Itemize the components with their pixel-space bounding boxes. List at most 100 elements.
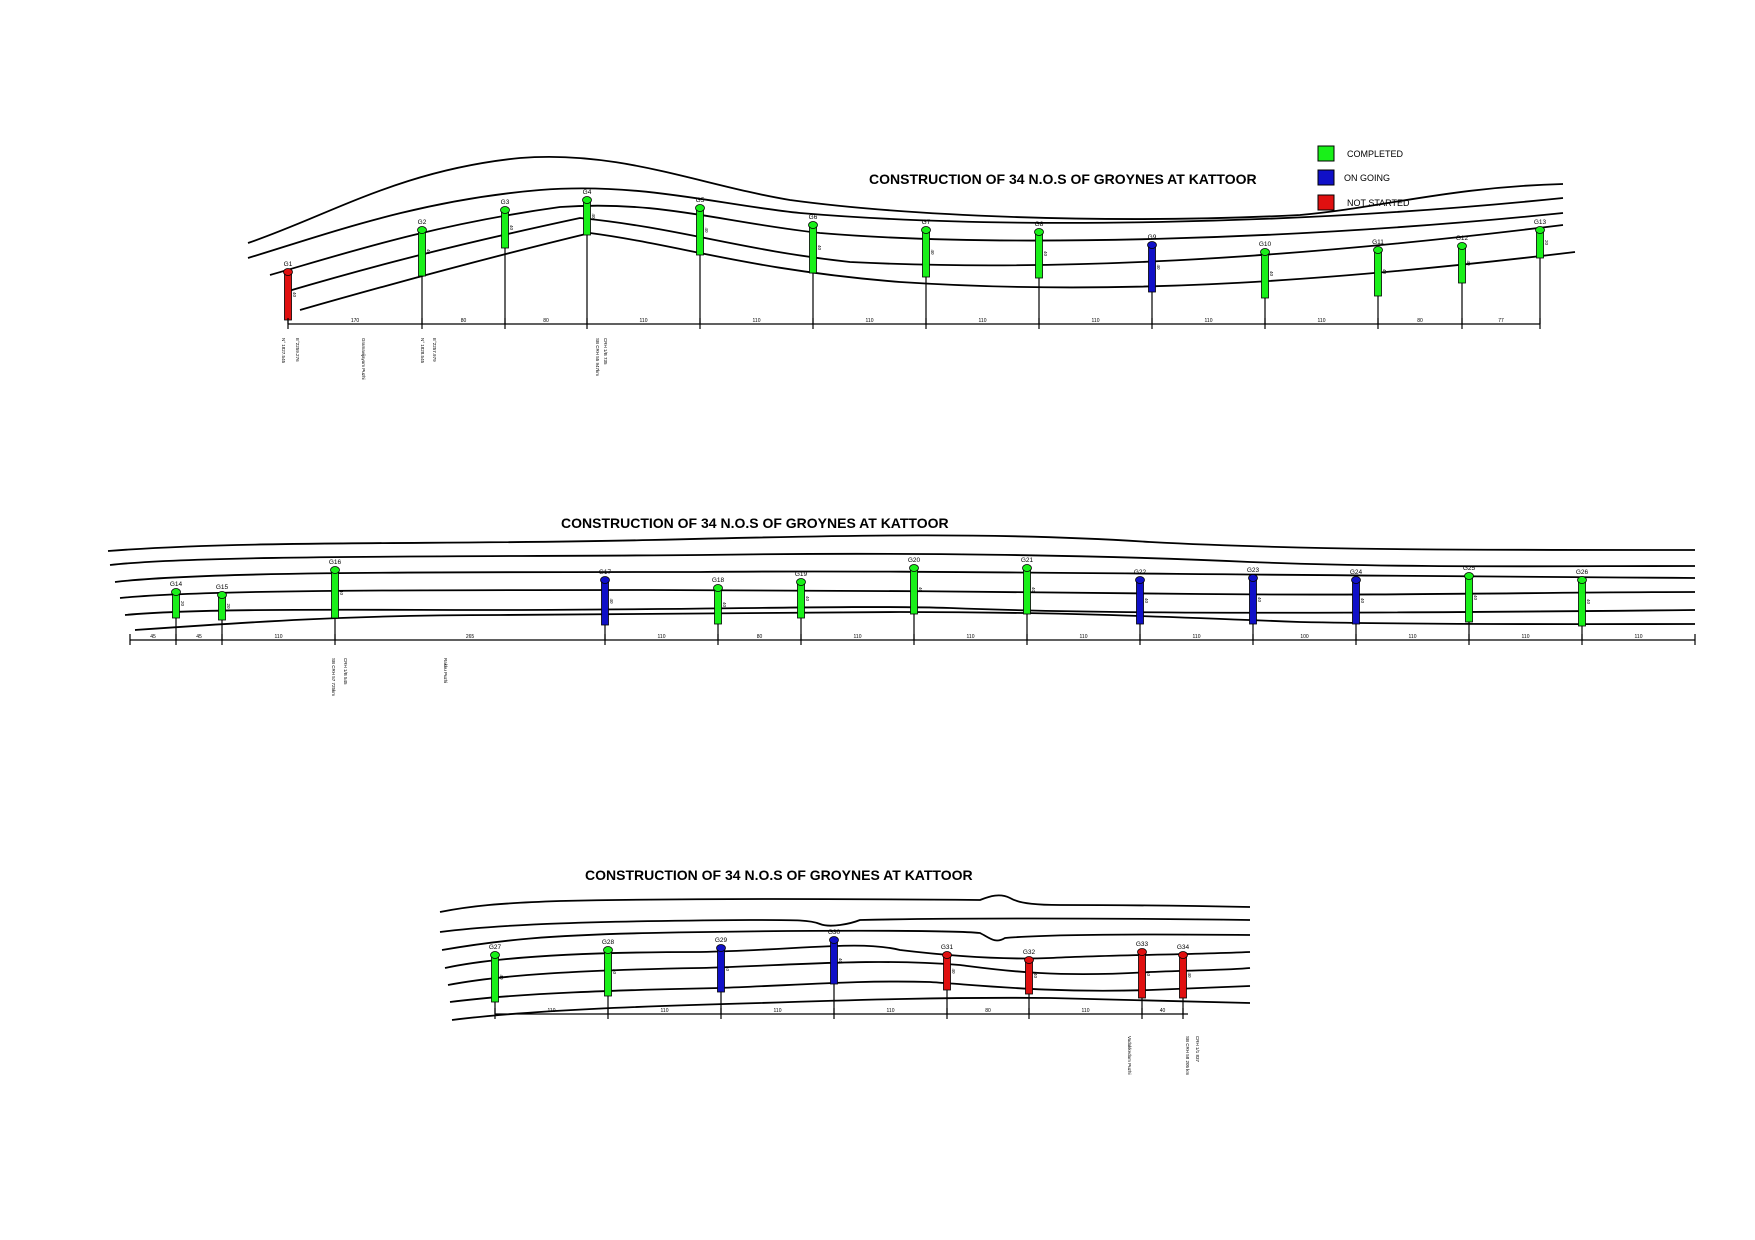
panel-2-shoreline: [107, 534, 1696, 631]
panel-1-shoreline: [247, 155, 1576, 311]
groyne-g11-head: [1373, 246, 1383, 254]
groyne-g31-length: 40: [951, 969, 956, 975]
note-puzhi-1: Gramavijayam Puzhi: [361, 338, 366, 380]
groyne-g26: G26 40: [1576, 569, 1591, 640]
groyne-g3-length: 40: [509, 225, 514, 231]
groyne-g10-label: G10: [1259, 241, 1272, 248]
groyne-g8-label: G8: [1035, 221, 1044, 228]
spacing-label: 110: [866, 318, 874, 324]
spacing-label: 110: [1205, 318, 1213, 324]
groyne-g2-head: [417, 226, 427, 234]
groyne-g21-label: G21: [1021, 557, 1034, 564]
note-vadakkedam-puzhi: Vadakkedam Puzhi: [1127, 1036, 1132, 1074]
groyne-g34-label: G34: [1177, 944, 1190, 951]
groyne-g27-label: G27: [489, 944, 502, 951]
groyne-g26-length: 40: [1586, 599, 1591, 605]
groyne-g32: G32 40: [1023, 949, 1038, 1014]
spacing-label: 110: [1409, 634, 1417, 640]
groyne-g2-bar: [418, 229, 426, 277]
groyne-g30-head: [829, 936, 839, 944]
groyne-g33-bar: [1138, 951, 1146, 999]
spacing-label: 110: [275, 634, 283, 640]
legend-label-completed: COMPLETED: [1347, 149, 1404, 159]
note-g1-right: E°2259.276: [295, 338, 300, 362]
groyne-g8-head: [1034, 228, 1044, 236]
shoreline-1a: [247, 155, 1564, 244]
panel-3-spacings: 110 110 110 110 80 110 40: [494, 1008, 1184, 1019]
groyne-g12-length: 40: [1466, 261, 1471, 267]
groyne-g22-bar: [1136, 579, 1144, 625]
spacing-label: 110: [753, 318, 761, 324]
note-g34-left: CRH 1/1 837: [1195, 1036, 1200, 1063]
groyne-g1-bar: [284, 271, 292, 321]
spacing-label: 80: [543, 318, 549, 324]
groyne-g29-head: [716, 944, 726, 952]
spacing-label: 110: [1635, 634, 1643, 640]
groyne-g21: G21 40: [1021, 557, 1036, 640]
groyne-g11-label: G11: [1372, 239, 1384, 246]
panel-1: CONSTRUCTION OF 34 N.O.S OF GROYNES AT K…: [247, 155, 1576, 380]
groyne-g27-head: [490, 951, 500, 959]
panel-2: CONSTRUCTION OF 34 N.O.S OF GROYNES AT K…: [107, 515, 1696, 696]
groyne-g17-bar: [601, 579, 609, 626]
groyne-g32-bar: [1025, 959, 1033, 995]
groyne-g13-bar: [1536, 229, 1544, 259]
groyne-g25-label: G25: [1463, 565, 1476, 572]
groyne-g26-bar: [1578, 579, 1586, 627]
spacing-label: 40: [1160, 1008, 1166, 1014]
spacing-label: 110: [774, 1008, 782, 1014]
groyne-g24-length: 40: [1360, 598, 1365, 604]
legend-label-ongoing: ON GOING: [1344, 173, 1390, 183]
panel-2-groynes: G14 20 G15 20 G16 40 G17 40 G18 40 G19 40 G20 40 G21 40…: [170, 557, 1591, 640]
legend-swatch-not-started: [1317, 194, 1335, 211]
panel-2-notes: CRH 1/B 545 SB CRH 57 725km Rakku Puzhi: [331, 658, 448, 696]
groyne-g32-length: 40: [1033, 973, 1038, 979]
groyne-g6-head: [808, 221, 818, 229]
groyne-g21-bar: [1023, 567, 1031, 615]
groyne-g14: G14 20: [170, 581, 185, 640]
spacing-label: 80: [757, 634, 763, 640]
groyne-g9-length: 40: [1156, 265, 1161, 271]
groyne-g16-head: [330, 566, 340, 574]
groyne-g10-bar: [1261, 251, 1269, 299]
groyne-g24-head: [1351, 576, 1361, 584]
groyne-g18-label: G18: [712, 577, 725, 584]
groyne-g19-head: [796, 578, 806, 586]
shoreline-2f: [134, 611, 1696, 631]
groyne-g3-bar: [501, 209, 509, 249]
groyne-g20-label: G20: [908, 557, 921, 564]
groyne-g20-bar: [910, 567, 918, 615]
panel-1-title: CONSTRUCTION OF 34 N.O.S OF GROYNES AT K…: [869, 171, 1257, 187]
spacing-label: 110: [1080, 634, 1088, 640]
groyne-g17-head: [600, 576, 610, 584]
legend-swatch-ongoing: [1317, 169, 1335, 186]
groyne-g28-bar: [604, 949, 612, 997]
groyne-g1-label: G1: [284, 261, 293, 268]
panel-2-title: CONSTRUCTION OF 34 N.O.S OF GROYNES AT K…: [561, 515, 949, 531]
groyne-g30-length: 40: [838, 958, 843, 964]
note-g16-left: CRH 1/B 545: [343, 658, 348, 685]
note-g1-left: N° 1827.545: [281, 338, 286, 364]
spacing-label: 110: [967, 634, 975, 640]
groyne-g7-head: [921, 226, 931, 234]
groyne-g17-length: 40: [609, 599, 614, 605]
groyne-g4-label: G4: [583, 189, 592, 196]
groyne-g10-length: 40: [1269, 271, 1274, 277]
groyne-g16: G16 40: [329, 559, 344, 640]
groyne-g16-length: 40: [339, 590, 344, 596]
spacing-label: 110: [1092, 318, 1100, 324]
groyne-g34-bar: [1179, 954, 1187, 999]
groyne-g5: G5 40: [695, 197, 709, 324]
spacing-label: 110: [1193, 634, 1201, 640]
groyne-g19-length: 40: [805, 596, 810, 602]
groyne-g18: G18 40: [712, 577, 727, 640]
groyne-g8-bar: [1035, 231, 1043, 279]
spacing-label: 110: [1318, 318, 1326, 324]
groyne-g18-head: [713, 584, 723, 592]
groyne-g4-head: [582, 196, 592, 204]
groyne-g29-bar: [717, 947, 725, 993]
groyne-g18-length: 40: [722, 602, 727, 608]
groyne-g23: G23 40: [1247, 567, 1262, 640]
shoreline-2b: [109, 552, 1696, 568]
groyne-g28: G28 40: [602, 939, 617, 1014]
